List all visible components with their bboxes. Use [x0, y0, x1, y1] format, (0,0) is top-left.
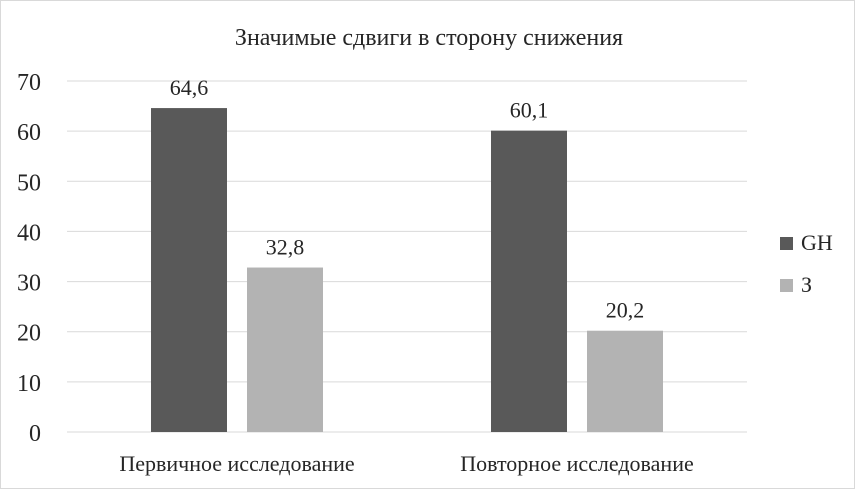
y-tick-label: 10: [17, 371, 41, 397]
legend-label: З: [801, 272, 812, 297]
data-label: 20,2: [606, 298, 645, 323]
data-labels: 64,6 32,8 60,1 20,2: [170, 75, 645, 323]
data-label: 32,8: [266, 235, 305, 260]
y-tick-label: 20: [17, 321, 41, 347]
chart-title: Значимые сдвиги в сторону снижения: [235, 25, 623, 51]
bar: [491, 130, 567, 433]
legend: GH З: [780, 230, 833, 297]
legend-swatch: [780, 237, 793, 250]
x-axis-ticks: Первичное исследование Повторное исследов…: [119, 451, 693, 476]
y-tick-label: 0: [29, 421, 41, 447]
legend-label: GH: [801, 230, 833, 255]
legend-swatch: [780, 279, 793, 292]
bars: [151, 108, 663, 433]
y-axis-ticks: 0 10 20 30 40 50 60 70: [17, 70, 41, 447]
data-label: 60,1: [510, 98, 549, 123]
x-tick-label: Первичное исследование: [119, 451, 354, 476]
y-tick-label: 70: [17, 70, 41, 96]
y-tick-label: 30: [17, 271, 41, 297]
y-tick-label: 40: [17, 220, 41, 246]
bar: [587, 330, 663, 432]
y-tick-label: 50: [17, 170, 41, 196]
y-tick-label: 60: [17, 120, 41, 146]
x-tick-label: Повторное исследование: [460, 451, 693, 476]
bar: [151, 108, 227, 432]
bar: [247, 267, 323, 432]
data-label: 64,6: [170, 75, 209, 100]
